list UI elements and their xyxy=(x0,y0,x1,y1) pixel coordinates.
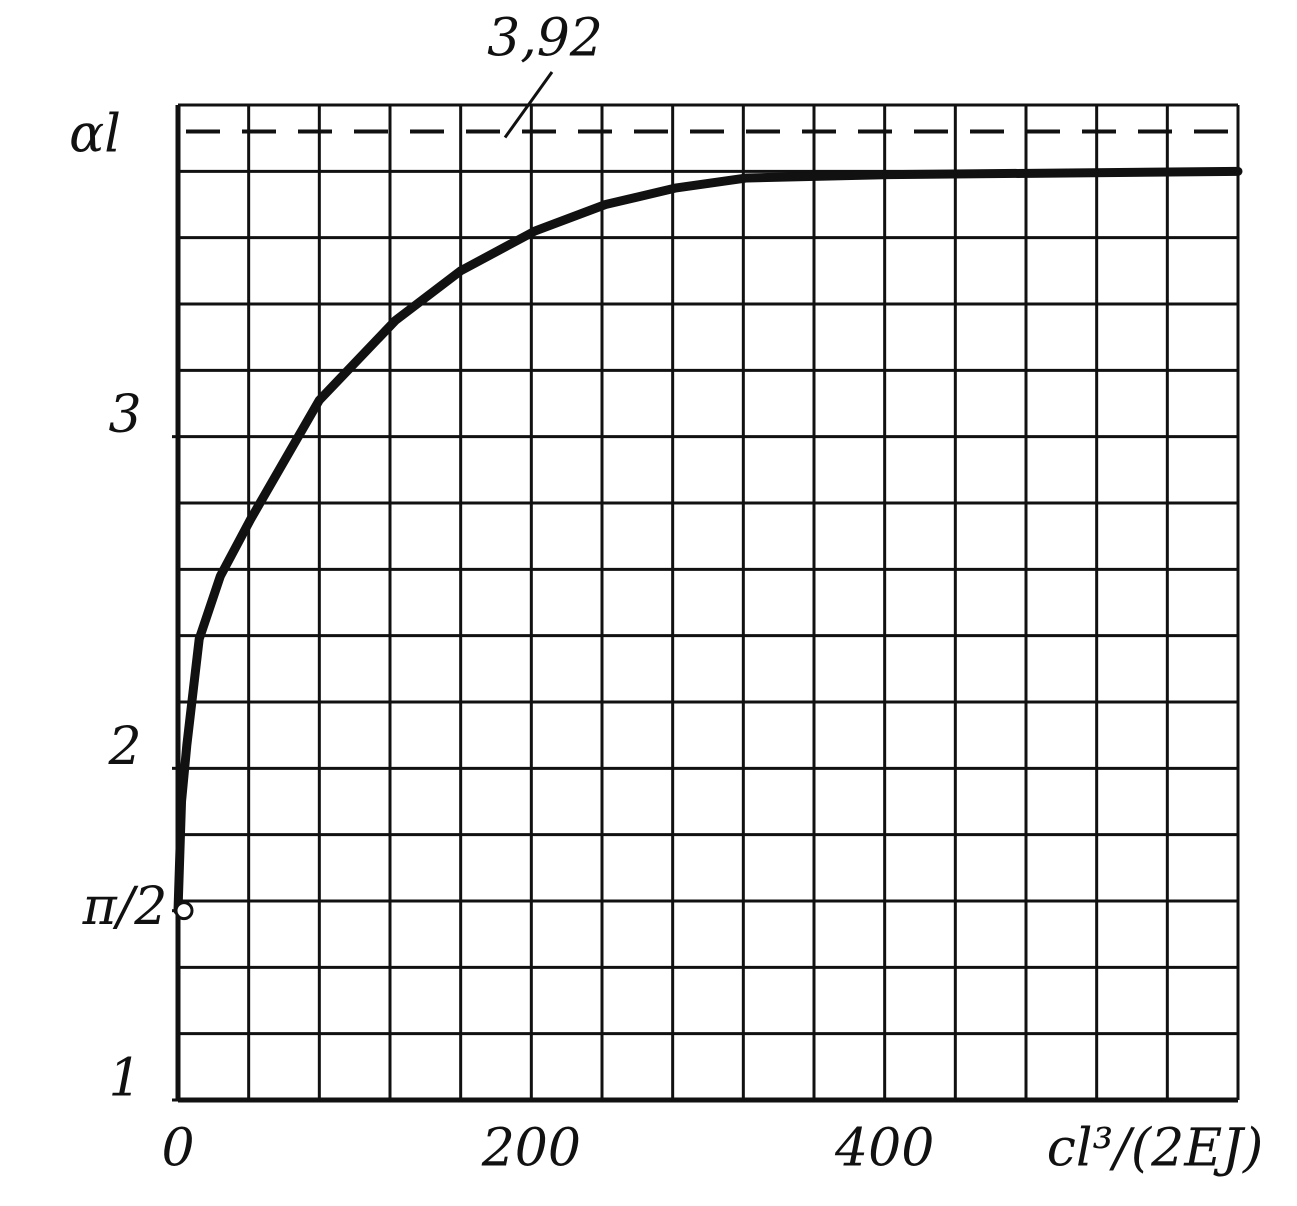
x-axis-label: cl³/(2EJ) xyxy=(1047,1119,1264,1179)
x-tick-label: 0 xyxy=(161,1119,194,1179)
y-tick-label: 2 xyxy=(107,717,141,777)
y-tick-label: π/2 xyxy=(82,877,168,937)
y-tick-label: 3 xyxy=(108,385,141,445)
curve xyxy=(173,166,1243,916)
asymptote-label: 3,92 xyxy=(487,9,603,69)
x-tick-label: 200 xyxy=(481,1119,581,1179)
x-tick-label: 400 xyxy=(834,1119,934,1179)
y-tick-label: 1 xyxy=(108,1049,141,1109)
start-point xyxy=(174,901,194,921)
y-axis-label: αl xyxy=(69,105,121,165)
annotation-leader xyxy=(503,71,554,139)
